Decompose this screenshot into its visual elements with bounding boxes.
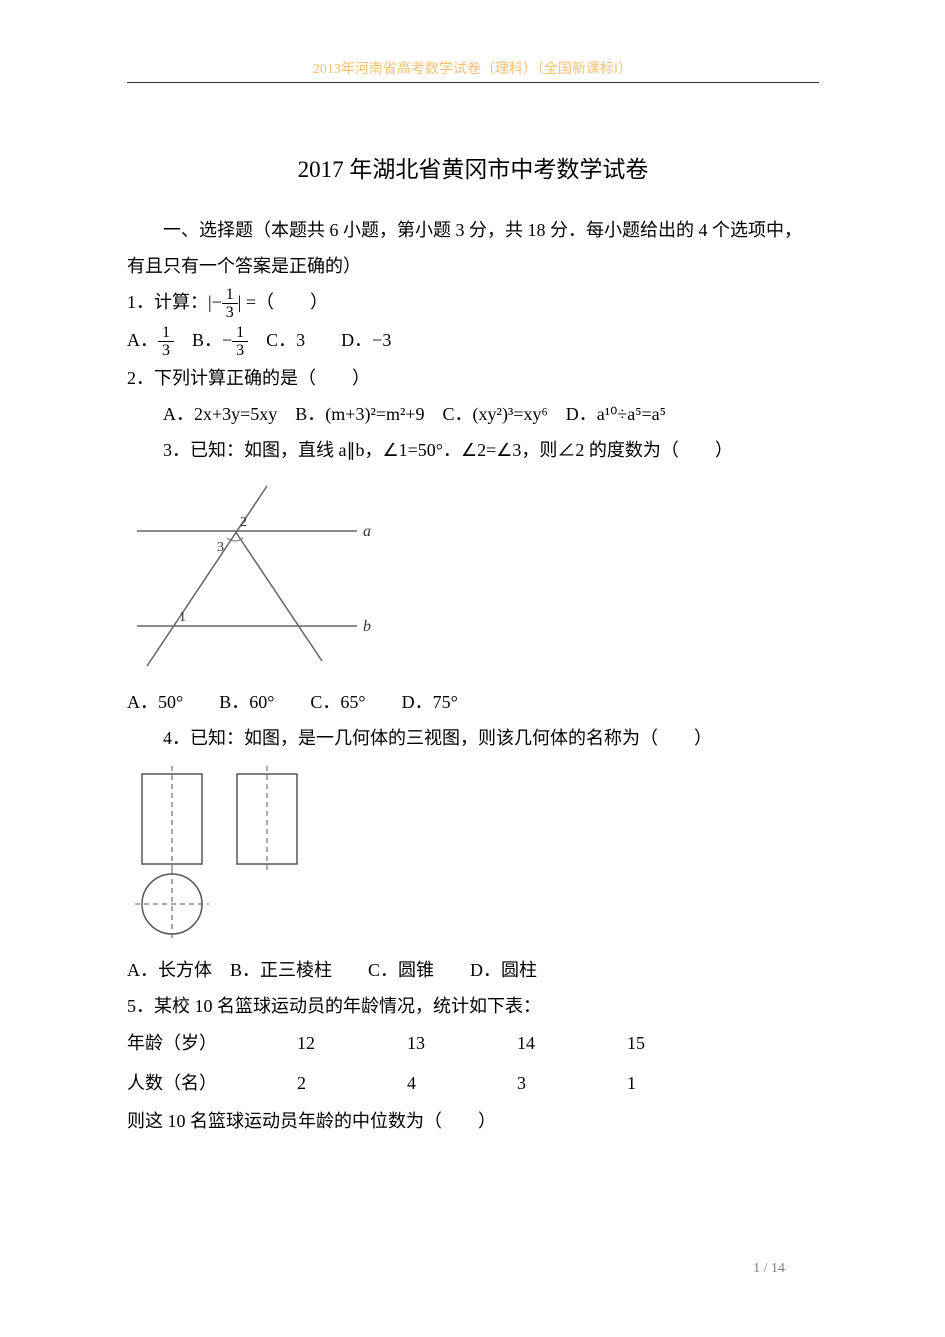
q3-options: A．50° B．60° C．65° D．75°: [127, 684, 819, 720]
q1-options: A．13 B．−13 C．3 D．−3: [127, 322, 819, 360]
q5-row1-v1: 12: [297, 1024, 407, 1064]
q4-stem: 4．已知：如图，是一几何体的三视图，则该几何体的名称为（ ）: [127, 720, 819, 756]
q1-suffix: | =（ ）: [238, 292, 328, 312]
q1-frac: 13: [222, 286, 238, 322]
q1-prefix: 1．计算：|−: [127, 292, 222, 312]
q1-optB-frac: 13: [232, 324, 248, 360]
q4-figure: [127, 764, 819, 944]
q3-figure: a b 2 3 1: [127, 476, 819, 676]
q5-row1-v3: 14: [517, 1024, 627, 1064]
content-area: 2017 年湖北省黄冈市中考数学试卷 一、选择题（本题共 6 小题，第小题 3 …: [127, 150, 819, 1139]
svg-text:1: 1: [179, 610, 186, 625]
q5-row2-v1: 2: [297, 1064, 407, 1104]
svg-text:3: 3: [217, 540, 224, 555]
section-intro-line2: 有且只有一个答案是正确的）: [127, 248, 819, 284]
header-text: 2013年河南省高考数学试卷（理科）（全国新课标Ⅰ）: [0, 58, 945, 78]
q5-table-row1: 年龄（岁） 12 13 14 15: [127, 1024, 819, 1064]
page-title: 2017 年湖北省黄冈市中考数学试卷: [127, 150, 819, 184]
q5-row2-label: 人数（名）: [127, 1064, 297, 1104]
section-intro-line1: 一、选择题（本题共 6 小题，第小题 3 分，共 18 分．每小题给出的 4 个…: [127, 212, 819, 248]
q1-optA-frac: 13: [158, 324, 174, 360]
q3-svg: a b 2 3 1: [127, 476, 382, 671]
svg-text:a: a: [363, 523, 371, 540]
q1-optA-prefix: A．: [127, 330, 158, 350]
page-number: 1 / 14: [753, 1261, 785, 1277]
q2-options: A．2x+3y=5xy B．(m+3)²=m²+9 C．(xy²)³=xy⁶ D…: [127, 396, 819, 432]
q5-row2-v2: 4: [407, 1064, 517, 1104]
q5-stem: 5．某校 10 名篮球运动员的年龄情况，统计如下表：: [127, 988, 819, 1024]
q5-row1-label: 年龄（岁）: [127, 1024, 297, 1064]
q5-row2-v3: 3: [517, 1064, 627, 1104]
q5-row1-v2: 13: [407, 1024, 517, 1064]
q4-svg: [127, 764, 347, 939]
svg-text:2: 2: [240, 515, 247, 530]
q2-stem: 2．下列计算正确的是（ ）: [127, 360, 819, 396]
q3-stem: 3．已知：如图，直线 a∥b，∠1=50°．∠2=∠3，则∠2 的度数为（ ）: [127, 432, 819, 468]
svg-text:b: b: [363, 618, 371, 635]
q5-row2-v4: 1: [627, 1064, 737, 1104]
q5-table-row2: 人数（名） 2 4 3 1: [127, 1064, 819, 1104]
q5-tail: 则这 10 名篮球运动员年龄的中位数为（ ）: [127, 1103, 819, 1139]
header-rule: [127, 82, 819, 83]
q5-row1-v4: 15: [627, 1024, 737, 1064]
q1-optCD: C．3 D．−3: [248, 330, 391, 350]
q4-options: A．长方体 B．正三棱柱 C．圆锥 D．圆柱: [127, 952, 819, 988]
q1-stem: 1．计算：|−13| =（ ）: [127, 284, 819, 322]
q1-optB-prefix: B．−: [174, 330, 232, 350]
